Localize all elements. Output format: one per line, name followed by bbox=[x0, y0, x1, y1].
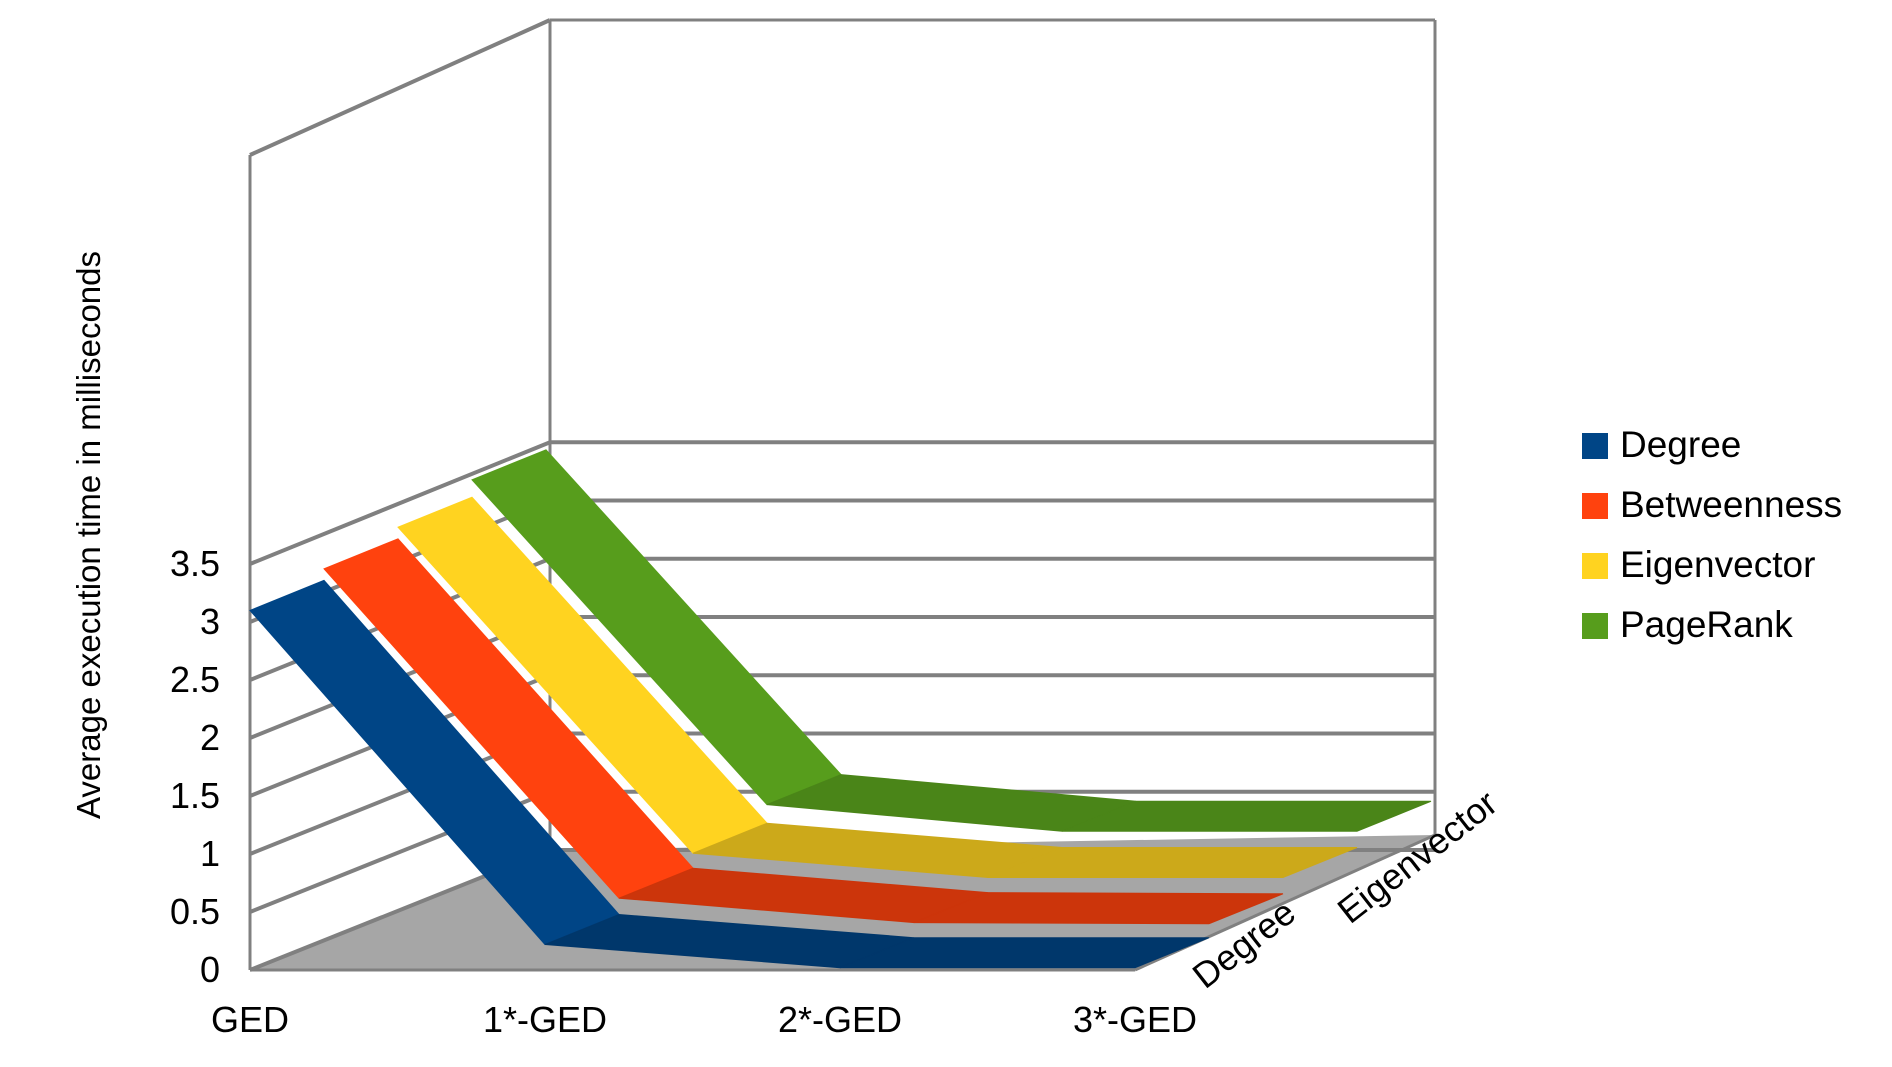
y-tick-label: 2 bbox=[200, 717, 220, 758]
legend-swatch bbox=[1582, 493, 1608, 519]
series-degree bbox=[249, 579, 1210, 969]
series-eigenvector bbox=[397, 496, 1358, 879]
legend-label: PageRank bbox=[1620, 604, 1793, 645]
series-segment bbox=[839, 937, 1210, 969]
legend-item: Betweenness bbox=[1582, 484, 1842, 525]
series-pagerank bbox=[471, 449, 1432, 832]
legend-label: Betweenness bbox=[1620, 484, 1842, 525]
series-segment bbox=[913, 892, 1284, 925]
legend-item: Degree bbox=[1582, 424, 1741, 465]
y-tick-label: 0.5 bbox=[170, 891, 220, 932]
legend-item: Eigenvector bbox=[1582, 544, 1815, 585]
chart-series bbox=[249, 449, 1432, 969]
x-tick-label: GED bbox=[211, 999, 289, 1040]
x-tick-label: 1*-GED bbox=[483, 999, 607, 1040]
series-segment bbox=[1061, 800, 1432, 832]
y-tick-label: 3.5 bbox=[170, 543, 220, 584]
legend-swatch bbox=[1582, 433, 1608, 459]
legend-label: Degree bbox=[1620, 424, 1741, 465]
back-wall bbox=[550, 20, 1435, 835]
legend-label: Eigenvector bbox=[1620, 544, 1815, 585]
y-tick-label: 3 bbox=[200, 601, 220, 642]
series-betweenness bbox=[323, 538, 1284, 925]
side-gridline bbox=[249, 440, 551, 566]
legend-swatch bbox=[1582, 553, 1608, 579]
y-tick-label: 0 bbox=[200, 949, 220, 990]
y-tick-label: 1.5 bbox=[170, 775, 220, 816]
y-axis-label: Average execution time in milliseconds bbox=[70, 251, 107, 819]
y-tick-label: 2.5 bbox=[170, 659, 220, 700]
y-tick-label: 1 bbox=[200, 833, 220, 874]
x-tick-label: 2*-GED bbox=[778, 999, 902, 1040]
series-segment bbox=[987, 847, 1358, 878]
side-gridline bbox=[249, 18, 551, 157]
x-axis-ticks: GED 1*-GED 2*-GED 3*-GED bbox=[211, 999, 1197, 1040]
y-axis-ticks: 0 0.5 1 1.5 2 2.5 3 3.5 bbox=[170, 543, 220, 990]
x-tick-label: 3*-GED bbox=[1073, 999, 1197, 1040]
legend-swatch bbox=[1582, 613, 1608, 639]
legend-item: PageRank bbox=[1582, 604, 1793, 645]
legend: Degree Betweenness Eigenvector PageRank bbox=[1582, 424, 1842, 645]
